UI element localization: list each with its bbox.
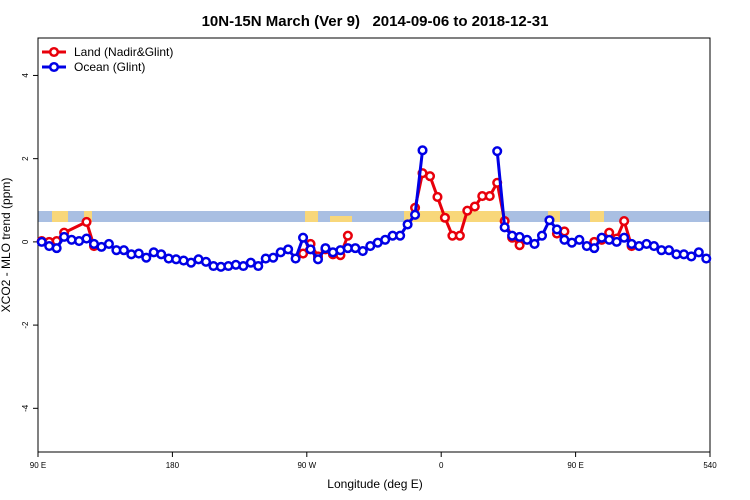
x-tick-label: 90 W	[297, 461, 316, 470]
data-point	[529, 238, 540, 250]
data-point	[701, 253, 712, 264]
data-point	[305, 244, 316, 255]
y-axis-label: XCO2 - MLO trend (ppm)	[0, 178, 13, 313]
data-point	[514, 240, 525, 251]
data-point	[298, 232, 309, 243]
x-tick-label: 0	[439, 461, 444, 470]
data-point	[268, 252, 279, 263]
data-point	[499, 222, 510, 233]
data-point	[648, 240, 660, 252]
data-point	[469, 201, 480, 212]
data-point	[536, 230, 548, 241]
data-point	[424, 171, 436, 182]
data-point	[290, 253, 301, 264]
data-point	[619, 216, 630, 227]
data-point	[298, 248, 309, 259]
legend-label: Land (Nadir&Glint)	[74, 45, 173, 59]
land-patch	[52, 211, 68, 222]
data-point	[619, 232, 630, 243]
y-tick-label: 0	[21, 239, 30, 244]
data-point	[663, 245, 674, 256]
land-patch	[330, 216, 352, 222]
data-point	[320, 243, 331, 254]
data-point	[357, 245, 368, 257]
data-point	[380, 234, 391, 245]
legend-label: Ocean (Glint)	[74, 60, 145, 74]
data-point	[522, 234, 533, 245]
y-tick-label: -2	[21, 321, 30, 329]
x-tick-label: 540	[703, 461, 717, 470]
data-point	[693, 247, 704, 258]
x-tick-label: 90 E	[30, 461, 46, 470]
y-tick-label: -4	[21, 404, 30, 412]
y-tick-label: 4	[21, 73, 30, 78]
chart-title: 10N-15N March (Ver 9) 2014-09-06 to 2018…	[202, 13, 549, 30]
data-point	[551, 224, 562, 235]
legend-marker	[48, 61, 60, 73]
data-point	[103, 238, 114, 250]
land-patch	[404, 211, 505, 222]
data-point	[574, 234, 585, 245]
x-tick-label: 180	[166, 461, 180, 470]
data-point	[462, 205, 473, 216]
data-point	[544, 215, 555, 226]
data-point	[81, 216, 92, 227]
legend-marker	[48, 46, 60, 58]
data-point	[611, 236, 622, 247]
data-point	[402, 219, 413, 230]
data-point	[253, 260, 264, 272]
data-point	[410, 209, 421, 220]
x-axis-label: Longitude (deg E)	[327, 477, 422, 491]
data-point	[439, 212, 450, 223]
data-point	[417, 145, 428, 156]
data-point	[484, 191, 495, 202]
data-point	[156, 249, 167, 260]
land-band	[38, 211, 710, 222]
data-point	[141, 252, 152, 263]
data-point	[200, 256, 212, 267]
data-point	[81, 233, 92, 244]
land-patch	[548, 211, 560, 222]
x-tick-label: 90 E	[567, 461, 583, 470]
data-point	[432, 191, 443, 202]
data-point	[51, 243, 62, 254]
data-point	[454, 230, 465, 241]
data-point	[395, 230, 406, 241]
data-point	[342, 230, 353, 241]
data-point	[492, 146, 503, 157]
data-point	[283, 244, 294, 255]
data-point	[589, 243, 600, 254]
data-point	[36, 236, 47, 247]
data-point	[686, 251, 697, 262]
data-point	[312, 254, 324, 265]
land-patch	[305, 211, 318, 222]
data-point	[133, 248, 144, 259]
data-point	[118, 245, 129, 256]
land-patch	[84, 211, 92, 222]
y-tick-label: 2	[21, 156, 30, 161]
ocean-band	[38, 211, 710, 222]
land-patch	[590, 211, 604, 222]
